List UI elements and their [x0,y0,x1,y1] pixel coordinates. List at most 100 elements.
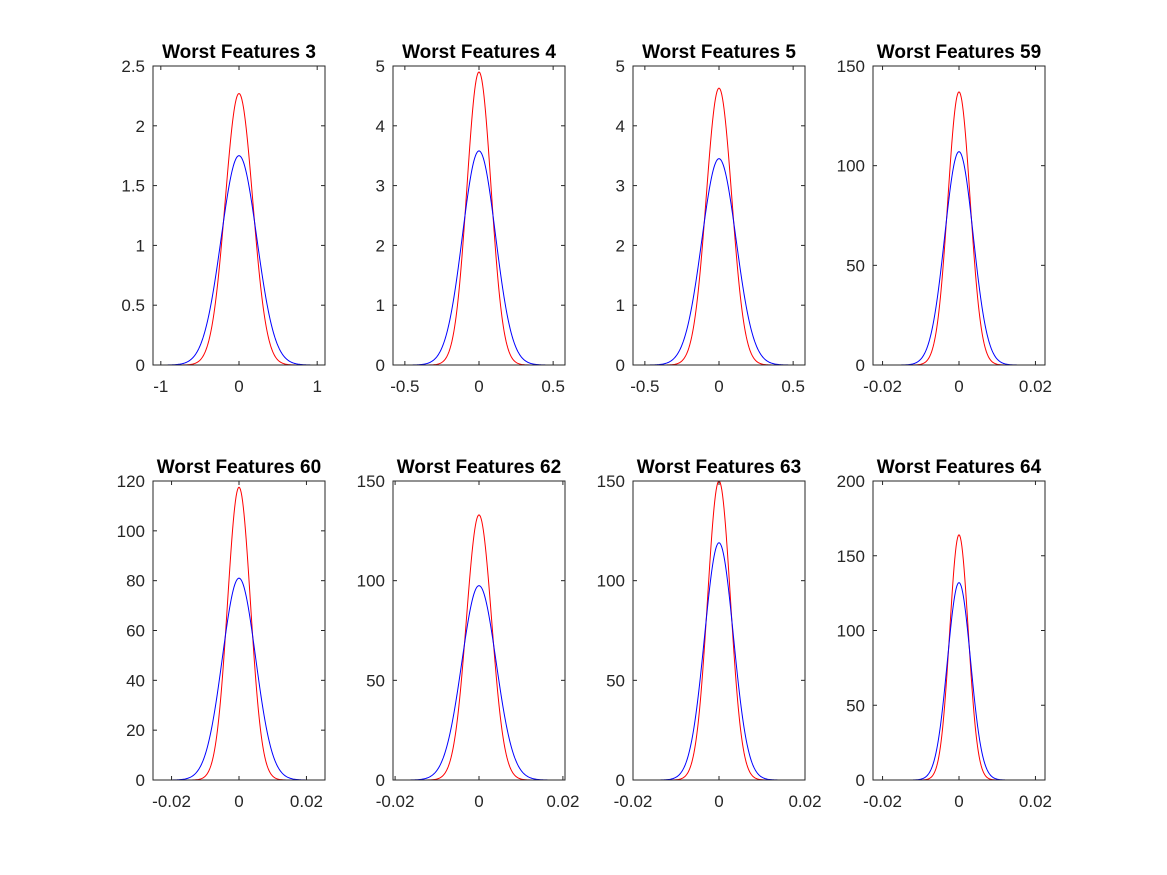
y-tick-label: 0 [856,771,865,790]
y-tick-label: 0 [136,771,145,790]
y-tick-label: 0 [616,356,625,375]
y-tick-label: 120 [117,472,145,491]
x-tick-label: -0.02 [152,792,191,811]
y-tick-label: 0 [136,356,145,375]
axes-box [152,480,326,781]
subplot-2: -0.5 0 0.5 0 1 2 3 4 5 Worst Features 4 [376,42,566,396]
y-tick-label: 5 [616,57,625,76]
subplot-7: -0.02 0 0.02 0 50 100 150 Worst Features 63 [597,457,822,811]
subplot-4: -0.02 0 0.02 0 50 100 150 Worst Features 59 [837,42,1052,396]
series-line-red [393,71,565,365]
subplot-5: -0.02 0 0.02 0 20 40 60 80 100 120 Worst Features … [117,457,326,811]
x-tick-label: 0 [474,377,483,396]
y-tick-label: 50 [366,671,385,690]
x-tick-label: 0 [714,377,723,396]
subplot-title: Worst Features 4 [402,42,556,63]
x-tick-label: -0.02 [863,792,902,811]
series-line-blue [873,151,1045,365]
y-tick-label: 1 [136,236,145,255]
subplot-title: Worst Features 59 [877,42,1041,63]
x-tick-label: 0 [954,792,963,811]
subplot-title: Worst Features 64 [877,457,1042,478]
subplot-8: -0.02 0 0.02 0 50 100 150 200 Worst Features 64 [837,457,1052,811]
x-tick-label: 0.5 [541,377,565,396]
y-tick-label: 0 [376,771,385,790]
y-tick-label: 2.5 [121,57,145,76]
y-tick-label: 3 [616,177,625,196]
y-tick-label: 50 [606,671,625,690]
series-line-blue [873,582,1045,780]
y-tick-label: 5 [376,57,385,76]
axes-box [872,480,1046,781]
series-line-red [633,481,805,780]
y-tick-label: 1.5 [121,177,145,196]
series-line-blue [633,158,805,365]
x-tick-label: 0 [954,377,963,396]
subplot-1: -1 0 1 0 0.5 1 1.5 2 2.5 Worst Features 3 [121,42,326,396]
series-line-blue [153,577,325,780]
axes-box [392,65,566,366]
y-tick-label: 60 [126,622,145,641]
subplot-title: Worst Features 60 [157,457,321,478]
x-tick-label: -0.02 [376,792,415,811]
y-tick-label: 4 [376,117,385,136]
x-tick-label: 0.02 [546,792,579,811]
axes-box [872,65,1046,366]
series-line-blue [393,150,565,365]
subplot-title: Worst Features 63 [637,457,801,478]
subplot-3: -0.5 0 0.5 0 1 2 3 4 5 Worst Features 5 [616,42,806,396]
y-tick-label: 0 [856,356,865,375]
subplot-6: -0.02 0 0.02 0 50 100 150 Worst Features 62 [357,457,580,811]
y-tick-label: 200 [837,472,865,491]
x-tick-label: 0 [234,377,243,396]
x-tick-label: 0 [234,792,243,811]
x-tick-label: 1 [312,377,321,396]
series-line-red [153,486,325,780]
y-tick-label: 100 [357,572,385,591]
y-tick-label: 50 [846,256,865,275]
y-tick-label: 150 [357,472,385,491]
x-tick-label: 0.02 [290,792,323,811]
series-line-red [153,92,325,365]
y-tick-label: 2 [136,117,145,136]
x-tick-label: 0.02 [1019,377,1052,396]
y-tick-label: 100 [597,572,625,591]
y-tick-label: 150 [837,547,865,566]
subplot-title: Worst Features 5 [642,42,796,63]
series-line-blue [153,155,325,365]
x-tick-label: -0.02 [614,792,653,811]
y-tick-label: 1 [376,296,385,315]
x-tick-label: 0 [474,792,483,811]
y-tick-label: 0 [616,771,625,790]
series-line-blue [393,585,565,780]
series-line-red [873,534,1045,780]
x-tick-label: 0.02 [788,792,821,811]
y-tick-label: 0 [376,356,385,375]
y-tick-label: 150 [837,57,865,76]
y-tick-label: 100 [117,522,145,541]
y-tick-label: 2 [376,236,385,255]
x-tick-label: -0.5 [390,377,419,396]
axes-box [392,480,566,781]
axes-box [152,65,326,366]
y-tick-label: 150 [597,472,625,491]
y-tick-label: 4 [616,117,625,136]
y-tick-label: 40 [126,671,145,690]
series-line-red [873,91,1045,365]
subplot-title: Worst Features 3 [162,42,316,63]
x-tick-label: 0.02 [1019,792,1052,811]
axes-box [632,480,806,781]
x-tick-label: -1 [153,377,168,396]
subplot-title: Worst Features 62 [397,457,561,478]
y-tick-label: 80 [126,572,145,591]
axes-box [632,65,806,366]
y-tick-label: 100 [837,622,865,641]
y-tick-label: 1 [616,296,625,315]
y-tick-label: 0.5 [121,296,145,315]
y-tick-label: 20 [126,721,145,740]
y-tick-label: 3 [376,177,385,196]
series-line-blue [633,542,805,780]
x-tick-label: 0.5 [781,377,805,396]
x-tick-label: -0.5 [630,377,659,396]
